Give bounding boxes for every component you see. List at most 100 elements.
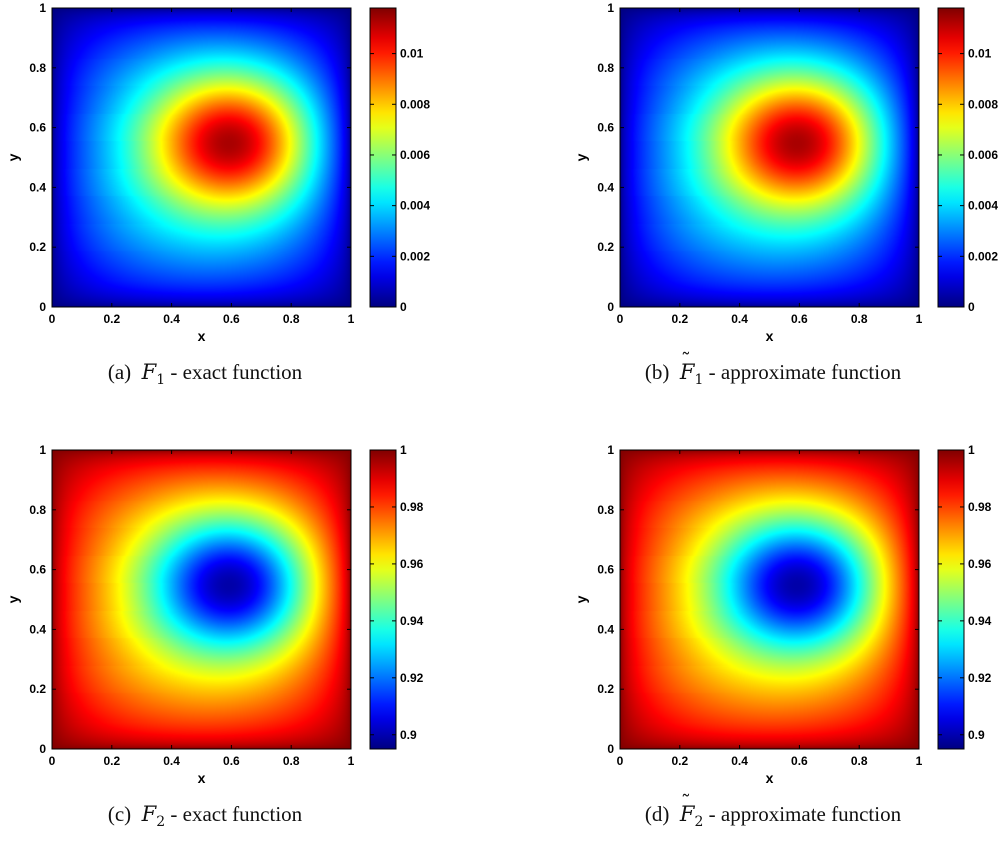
caption-label: (d) xyxy=(644,802,680,826)
y-tick-label: 0.6 xyxy=(29,563,46,577)
y-tick-label: 1 xyxy=(607,443,614,457)
y-tick-label: 0.4 xyxy=(29,622,46,636)
x-tick-label: 0.2 xyxy=(103,754,120,768)
colorbar-tick-label: 0.008 xyxy=(968,97,998,111)
caption-text: - approximate function xyxy=(703,802,902,826)
chart-panel-4: 0 0.2 0.4 0.6 0.8 1 0 0.2 0.4 0.6 0.8 1 x y 0.9 0.92 0.9… xyxy=(568,442,1006,862)
colorbar-tick-label: 0.94 xyxy=(968,614,992,628)
chart-axes: 0 0.2 0.4 0.6 0.8 1 0 0.2 0.4 0.6 0.8 1 x y 0 0.002 0.00… xyxy=(573,1,998,344)
x-tick-label: 0.4 xyxy=(731,312,748,326)
colorbar-tick-label: 0.98 xyxy=(968,500,992,514)
caption-symbol: F1 xyxy=(141,360,166,389)
colorbar-tick-label: 0.9 xyxy=(968,728,985,742)
y-tick-label: 1 xyxy=(39,1,46,15)
x-tick-label: 1 xyxy=(916,754,923,768)
colorbar-tick-label: 0.92 xyxy=(968,671,992,685)
y-tick-label: 0 xyxy=(607,300,614,314)
x-tick-label: 0.4 xyxy=(731,754,748,768)
y-tick-label: 1 xyxy=(607,1,614,15)
colorbar-tick-label: 1 xyxy=(400,443,407,457)
y-axis-label: y xyxy=(5,153,21,161)
x-axis-label: x xyxy=(766,328,774,344)
x-tick-label: 0.6 xyxy=(223,312,240,326)
y-tick-label: 0.6 xyxy=(597,563,614,577)
x-tick-label: 0 xyxy=(617,754,624,768)
y-tick-label: 0 xyxy=(39,300,46,314)
x-tick-label: 0.4 xyxy=(163,312,180,326)
heatmap-image xyxy=(52,8,351,307)
x-tick-label: 0.8 xyxy=(851,312,868,326)
y-tick-label: 0.4 xyxy=(597,622,614,636)
chart-panel-2: 0 0.2 0.4 0.6 0.8 1 0 0.2 0.4 0.6 0.8 1 x y 0 0.002 0.00… xyxy=(568,0,1006,420)
x-tick-label: 0.2 xyxy=(671,312,688,326)
x-tick-label: 0.4 xyxy=(163,754,180,768)
y-tick-label: 0 xyxy=(39,742,46,756)
x-tick-label: 0 xyxy=(617,312,624,326)
chart-axes: 0 0.2 0.4 0.6 0.8 1 0 0.2 0.4 0.6 0.8 1 x y 0.9 0.92 0.9… xyxy=(5,443,424,786)
caption-label: (b) xyxy=(644,360,680,384)
figure-caption: (a) F1 - exact function xyxy=(0,360,410,388)
colorbar xyxy=(369,7,397,308)
caption-label: (a) xyxy=(107,360,142,384)
x-axis-label: x xyxy=(198,770,206,786)
colorbar-tick-label: 0 xyxy=(968,300,975,314)
plot-frame xyxy=(51,449,352,750)
y-tick-label: 0.4 xyxy=(29,180,46,194)
x-tick-label: 0.6 xyxy=(791,312,808,326)
figure-caption: (b) F1 - approximate function xyxy=(568,348,978,388)
x-axis-label: x xyxy=(766,770,774,786)
y-tick-label: 1 xyxy=(39,443,46,457)
colorbar xyxy=(369,449,397,750)
caption-subscript: 2 xyxy=(694,814,704,831)
colorbar-tick-label: 0.01 xyxy=(968,47,992,61)
plot-frame xyxy=(619,449,920,750)
colorbar-tick-label: 0.002 xyxy=(968,249,998,263)
colorbar-tick-label: 1 xyxy=(968,443,975,457)
colorbar-tick-label: 0.96 xyxy=(968,557,992,571)
colorbar-tick-label: 0.004 xyxy=(968,199,998,213)
x-tick-label: 0.8 xyxy=(283,312,300,326)
y-tick-label: 0.8 xyxy=(29,503,46,517)
colorbar xyxy=(937,7,965,308)
y-tick-label: 0.8 xyxy=(597,503,614,517)
caption-text: - approximate function xyxy=(703,360,902,384)
colorbar-tick-label: 0.006 xyxy=(968,148,998,162)
caption-symbol: F2 xyxy=(141,802,166,831)
y-tick-label: 0.2 xyxy=(29,240,46,254)
chart-axes: 0 0.2 0.4 0.6 0.8 1 0 0.2 0.4 0.6 0.8 1 x y 0 0.002 0.00… xyxy=(5,1,430,344)
colorbar-tick-label: 0.98 xyxy=(400,500,424,514)
chart-panel-1: 0 0.2 0.4 0.6 0.8 1 0 0.2 0.4 0.6 0.8 1 x y 0 0.002 0.00… xyxy=(0,0,480,420)
y-axis-label: y xyxy=(5,595,21,603)
x-tick-label: 1 xyxy=(916,312,923,326)
y-axis-label: y xyxy=(573,153,589,161)
colorbar-tick-label: 0 xyxy=(400,300,407,314)
y-axis-label: y xyxy=(573,595,589,603)
caption-subscript: 1 xyxy=(156,372,166,389)
x-tick-label: 1 xyxy=(348,312,355,326)
colorbar-tick-label: 0.002 xyxy=(400,249,430,263)
chart-panel-3: 0 0.2 0.4 0.6 0.8 1 0 0.2 0.4 0.6 0.8 1 x y 0.9 0.92 0.9… xyxy=(0,442,480,862)
colorbar-tick-label: 0.008 xyxy=(400,97,430,111)
figure-caption: (d) F2 - approximate function xyxy=(568,790,978,831)
colorbar-tick-label: 0.006 xyxy=(400,148,430,162)
y-tick-label: 0.2 xyxy=(29,682,46,696)
x-tick-label: 0.8 xyxy=(851,754,868,768)
plot-frame xyxy=(51,7,352,308)
colorbar-tick-label: 0.9 xyxy=(400,728,417,742)
colorbar-tick-label: 0.01 xyxy=(400,47,424,61)
y-tick-label: 0.2 xyxy=(597,682,614,696)
x-tick-label: 0.6 xyxy=(791,754,808,768)
caption-symbol: F1 xyxy=(680,348,704,388)
colorbar xyxy=(937,449,965,750)
x-tick-label: 0.2 xyxy=(103,312,120,326)
y-tick-label: 0 xyxy=(607,742,614,756)
x-tick-label: 0.2 xyxy=(671,754,688,768)
y-tick-label: 0.2 xyxy=(597,240,614,254)
caption-text: - exact function xyxy=(165,802,303,826)
caption-subscript: 2 xyxy=(156,814,166,831)
heatmap-image xyxy=(52,450,351,749)
heatmap-image xyxy=(620,450,919,749)
plot-frame xyxy=(619,7,920,308)
y-tick-label: 0.8 xyxy=(29,61,46,75)
heatmap-image xyxy=(620,8,919,307)
